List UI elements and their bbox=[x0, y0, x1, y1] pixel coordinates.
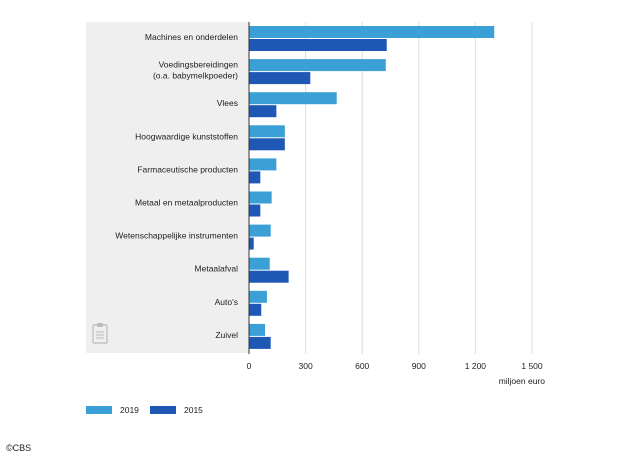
legend-swatch-2015 bbox=[150, 406, 176, 414]
bar-2019 bbox=[249, 158, 277, 171]
bar-2019 bbox=[249, 26, 495, 38]
x-tick-label: 1 500 bbox=[521, 361, 543, 371]
grid-lines bbox=[305, 22, 533, 354]
legend: 2019 2015 bbox=[86, 405, 203, 415]
x-tick-label: 300 bbox=[299, 361, 313, 371]
x-tick-label: 0 bbox=[247, 361, 252, 371]
copyright: ©CBS bbox=[6, 443, 31, 453]
category-label: Machines en onderdelen bbox=[145, 32, 238, 42]
bar-2019 bbox=[249, 125, 285, 138]
bar-2015 bbox=[249, 270, 289, 283]
bar-2015 bbox=[249, 105, 277, 118]
bar-2019 bbox=[249, 191, 272, 204]
category-label: Hoogwaardige kunststoffen bbox=[135, 131, 238, 141]
bar-2015 bbox=[249, 171, 261, 184]
bar-2015 bbox=[249, 138, 285, 151]
bar-2015 bbox=[249, 336, 271, 349]
legend-label-2015: 2015 bbox=[184, 405, 203, 415]
bars bbox=[249, 26, 495, 349]
category-label: Wetenschappelijke instrumenten bbox=[115, 231, 238, 241]
category-label: Zuivel bbox=[215, 330, 238, 340]
bar-2015 bbox=[249, 39, 387, 51]
legend-label-2019: 2019 bbox=[120, 405, 139, 415]
bar-2019 bbox=[249, 224, 271, 237]
bar-2019 bbox=[249, 257, 270, 270]
x-tick-label: 600 bbox=[355, 361, 369, 371]
x-tick-labels: 0 300 600 900 1 200 1 500 bbox=[247, 361, 543, 371]
x-tick-label: 1 200 bbox=[465, 361, 487, 371]
bar-2019 bbox=[249, 92, 337, 105]
category-label: Voedingsbereidingen (o.a. babymelkpoeder) bbox=[153, 60, 238, 81]
bar-2015 bbox=[249, 204, 261, 217]
x-axis-title: miljoen euro bbox=[499, 376, 546, 386]
category-label: Auto's bbox=[215, 297, 238, 307]
category-panel bbox=[86, 22, 249, 353]
clipboard-icon bbox=[92, 323, 108, 344]
bar-2015 bbox=[249, 303, 262, 316]
category-label: Metaalafval bbox=[195, 264, 239, 274]
bar-2019 bbox=[249, 59, 386, 72]
category-label: Metaal en metaalproducten bbox=[135, 198, 238, 208]
x-tick-label: 900 bbox=[412, 361, 426, 371]
category-label: Farmaceutische producten bbox=[137, 164, 238, 174]
bar-2015 bbox=[249, 237, 254, 250]
bar-2019 bbox=[249, 290, 267, 303]
bar-2019 bbox=[249, 323, 266, 336]
legend-swatch-2019 bbox=[86, 406, 112, 414]
category-label: Vlees bbox=[217, 98, 238, 108]
category-labels: Machines en onderdelen Voedingsbereidinge… bbox=[115, 32, 238, 340]
bar-2015 bbox=[249, 72, 311, 85]
